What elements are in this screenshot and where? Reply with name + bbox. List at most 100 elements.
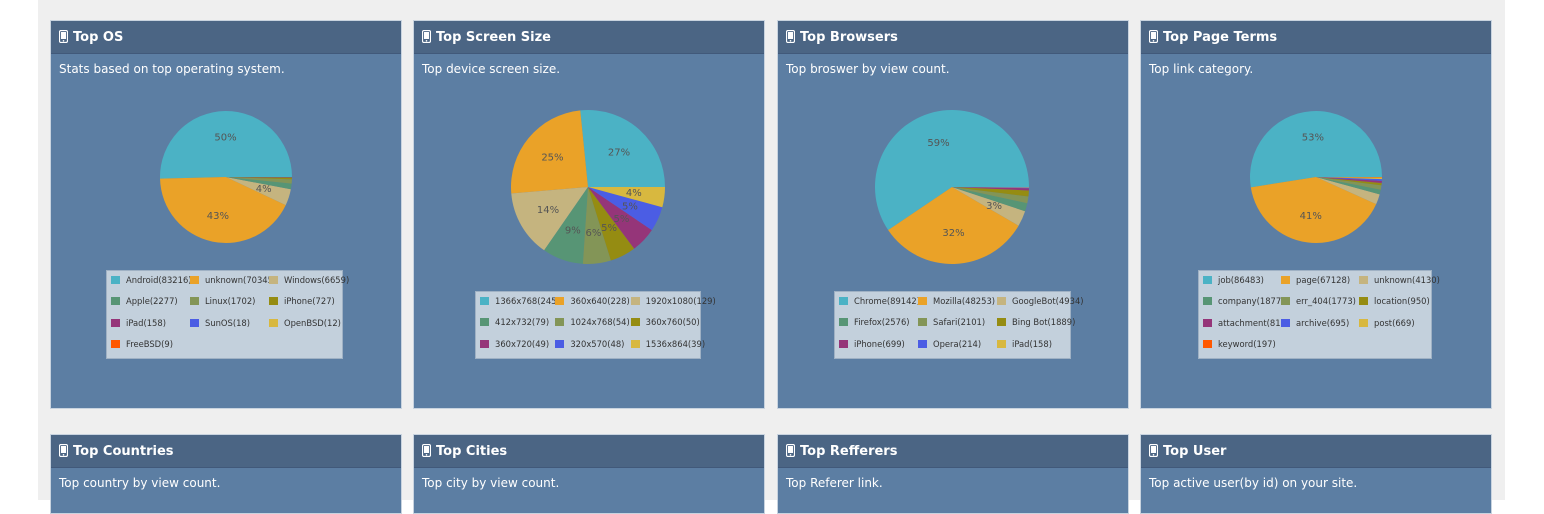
legend-label: Windows(6659) [284,275,349,285]
legend-item-linux: Linux(1702) [190,294,255,308]
legend-item-company: company(1877) [1203,294,1284,308]
legend-label: 1536x864(39) [646,339,705,349]
chart-legend: job(86483)page(67128)unknown(4130)compan… [1198,270,1432,359]
panel-header: Top Refferers [778,435,1128,468]
pie-slice-percent-label: 25% [541,153,563,164]
legend-swatch [555,318,564,326]
legend-label: company(1877) [1218,296,1284,306]
legend-item-1024x768: 1024x768(54) [555,315,629,329]
legend-label: keyword(197) [1218,339,1276,349]
legend-item-err-404: err_404(1773) [1281,294,1356,308]
pie-chart-browsers: 59%32%3% [778,77,1130,277]
legend-label: archive(695) [1296,318,1349,328]
legend-label: Opera(214) [933,339,981,349]
pie-slice-android [160,111,292,179]
legend-label: 1920x1080(129) [646,296,716,306]
pie-slice-percent-label: 6% [585,228,601,239]
legend-swatch [918,297,927,305]
panel-title: Top Browsers [800,30,898,45]
panel-description: Top link category. [1141,54,1491,78]
legend-swatch [1203,340,1212,348]
legend-swatch [1281,297,1290,305]
mobile-phone-icon [422,444,432,458]
legend-swatch [1359,319,1368,327]
legend-item-freebsd: FreeBSD(9) [111,337,173,351]
legend-item-safari: Safari(2101) [918,315,985,329]
legend-swatch [111,276,120,284]
legend-item-apple: Apple(2277) [111,294,178,308]
legend-item-320x570: 320x570(48) [555,337,624,351]
legend-label: Android(83216) [126,275,192,285]
legend-label: iPhone(727) [284,296,335,306]
legend-swatch [631,318,640,326]
legend-item-chrome: Chrome(89142) [839,294,920,308]
mobile-phone-icon [786,30,796,44]
legend-label: iPad(158) [126,318,166,328]
panel-top-page-terms: Top Page Terms Top link category. 53%41%… [1140,20,1492,409]
legend-item-1536x864: 1536x864(39) [631,337,705,351]
panel-description: Top city by view count. [414,468,764,492]
legend-item-location: location(950) [1359,294,1430,308]
legend-swatch [997,297,1006,305]
legend-label: Chrome(89142) [854,296,920,306]
legend-label: 412x732(79) [495,317,549,327]
mobile-phone-icon [59,444,69,458]
panel-header: Top Browsers [778,21,1128,54]
legend-item-1920x1080: 1920x1080(129) [631,294,716,308]
legend-swatch [111,340,120,348]
panel-header: Top User [1141,435,1491,468]
mobile-phone-icon [1149,30,1159,44]
panel-header: Top OS [51,21,401,54]
legend-label: attachment(815) [1218,318,1289,328]
panel-top-referrers: Top Refferers Top Referer link. [777,434,1129,514]
legend-item-job: job(86483) [1203,273,1264,287]
legend-swatch [1203,319,1212,327]
legend-item-ipad: iPad(158) [111,316,166,330]
legend-item-iphone: iPhone(699) [839,337,905,351]
pie-slice-percent-label: 27% [608,148,630,159]
panel-description: Stats based on top operating system. [51,54,401,78]
panel-header: Top Countries [51,435,401,468]
legend-label: 320x570(48) [570,339,624,349]
legend-item-windows: Windows(6659) [269,273,349,287]
pie-slice-percent-label: 4% [256,184,272,195]
legend-swatch [1203,297,1212,305]
pie-slice-job [1250,111,1382,187]
mobile-phone-icon [786,444,796,458]
legend-item-ipad: iPad(158) [997,337,1052,351]
legend-swatch [997,340,1006,348]
legend-label: Bing Bot(1889) [1012,317,1075,327]
legend-swatch [555,297,564,305]
legend-item-googlebot: GoogleBot(4934) [997,294,1084,308]
panel-title: Top Cities [436,444,507,459]
legend-swatch [631,340,640,348]
panel-top-user: Top User Top active user(by id) on your … [1140,434,1492,514]
legend-swatch [190,297,199,305]
legend-item-412x732: 412x732(79) [480,315,549,329]
panel-title: Top Countries [73,444,174,459]
panel-title: Top User [1163,444,1226,459]
legend-item-sunos: SunOS(18) [190,316,250,330]
legend-label: 1366x768(245) [495,296,560,306]
legend-label: location(950) [1374,296,1430,306]
legend-swatch [269,319,278,327]
legend-swatch [1203,276,1212,284]
pie-slice-percent-label: 43% [207,211,229,222]
pie-slice-percent-label: 5% [622,201,638,212]
panel-top-screen-size: Top Screen Size Top device screen size. … [413,20,765,409]
legend-swatch [190,319,199,327]
mobile-phone-icon [422,30,432,44]
panel-description: Top active user(by id) on your site. [1141,468,1491,492]
chart-legend: Chrome(89142)Mozilla(48253)GoogleBot(493… [834,291,1071,359]
legend-item-360x720: 360x720(49) [480,337,549,351]
legend-item-firefox: Firefox(2576) [839,315,910,329]
pie-chart-os: 50%43%4% [51,77,403,277]
legend-item-unknown: unknown(70345) [190,273,276,287]
legend-label: Mozilla(48253) [933,296,995,306]
panel-description: Top country by view count. [51,468,401,492]
legend-label: page(67128) [1296,275,1350,285]
legend-swatch [269,297,278,305]
mobile-phone-icon [59,30,69,44]
panel-title: Top Refferers [800,444,897,459]
legend-item-archive: archive(695) [1281,316,1349,330]
